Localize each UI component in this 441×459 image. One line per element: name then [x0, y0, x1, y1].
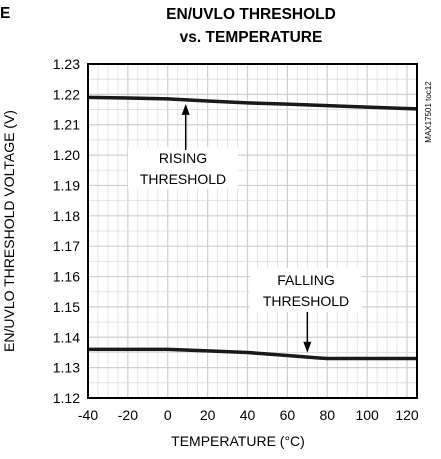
y-tick-label: 1.16 — [53, 269, 80, 285]
y-tick-labels: 1.12 1.13 1.14 1.15 1.16 1.17 1.18 1.19 1.20 1.21… — [53, 56, 80, 406]
rising-label-line2: THRESHOLD — [140, 171, 226, 187]
rising-arrow-head — [181, 103, 190, 115]
x-tick-label: 20 — [200, 407, 216, 423]
x-tick-label: -40 — [78, 407, 98, 423]
x-tick-label: 0 — [164, 407, 172, 423]
x-axis-label: TEMPERATURE (°C) — [171, 433, 305, 449]
y-tick-label: 1.13 — [53, 360, 80, 376]
y-tick-label: 1.15 — [53, 299, 80, 315]
x-tick-label: 40 — [240, 407, 256, 423]
falling-label-line1: FALLING — [277, 272, 335, 288]
rising-label-bg — [128, 147, 238, 189]
series-line-falling — [88, 347, 417, 361]
y-tick-label: 1.17 — [53, 238, 80, 254]
y-tick-label: 1.20 — [53, 147, 80, 163]
corner-label: E — [0, 5, 10, 22]
grid — [88, 64, 417, 398]
rising-label-line1: RISING — [159, 150, 207, 166]
x-tick-label: 120 — [395, 407, 419, 423]
x-tick-labels: -40 -20 0 20 40 60 80 100 120 — [78, 407, 419, 423]
x-tick-label: 80 — [319, 407, 335, 423]
y-tick-label: 1.21 — [53, 117, 80, 133]
y-tick-label: 1.12 — [53, 390, 80, 406]
y-tick-label: 1.22 — [53, 86, 80, 102]
falling-label-bg — [250, 268, 362, 312]
series-line-rising — [87, 95, 418, 111]
falling-label-line2: THRESHOLD — [263, 293, 349, 309]
series-group — [87, 95, 418, 361]
chart-title-line1: EN/UVLO THRESHOLD — [166, 6, 336, 23]
chart-title-line2: vs. TEMPERATURE — [180, 29, 323, 46]
falling-arrow-head — [303, 341, 312, 353]
y-tick-label: 1.19 — [53, 177, 80, 193]
side-code: MAX17501 toc12 — [424, 81, 433, 143]
y-tick-label: 1.14 — [53, 329, 80, 345]
x-tick-label: 100 — [355, 407, 379, 423]
y-tick-label: 1.23 — [53, 56, 80, 72]
y-tick-label: 1.18 — [53, 208, 80, 224]
x-tick-label: -20 — [118, 407, 138, 423]
y-axis-label: EN/UVLO THRESHOLD VOLTAGE (V) — [1, 110, 17, 352]
plot-frame — [87, 63, 418, 399]
x-tick-label: 60 — [280, 407, 296, 423]
annotation-arrows — [181, 103, 312, 353]
